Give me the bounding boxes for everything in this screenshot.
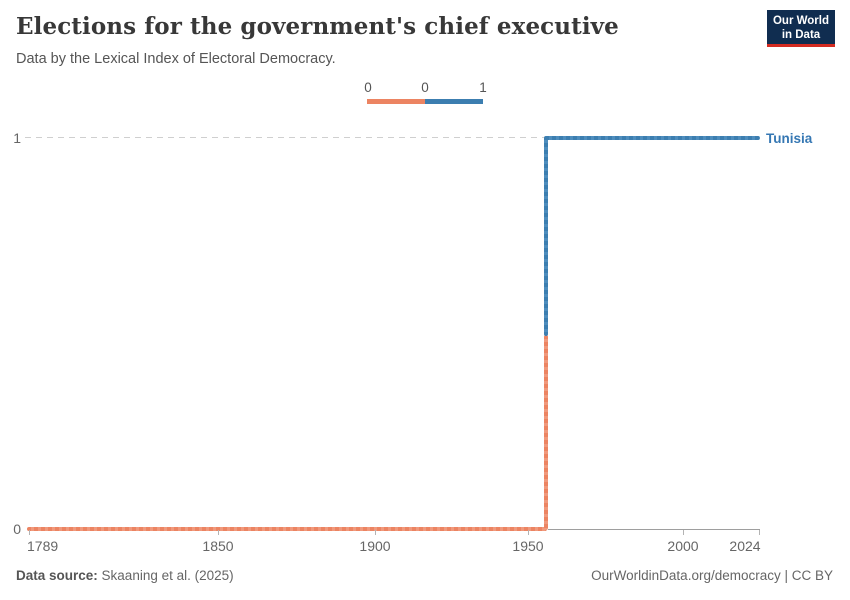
data-source-note: Data source: Skaaning et al. (2025) bbox=[16, 568, 234, 583]
x-axis-label-2000: 2000 bbox=[667, 538, 699, 554]
page-title: Elections for the government's chief exe… bbox=[16, 13, 619, 40]
series-line-tunisia-value0[interactable] bbox=[27, 527, 547, 531]
owid-logo[interactable]: Our World in Data bbox=[767, 10, 835, 47]
credit-link[interactable]: OurWorldinData.org/democracy | CC BY bbox=[591, 568, 833, 583]
legend-swatch-value-1[interactable] bbox=[425, 99, 483, 104]
x-axis-label-1850: 1850 bbox=[202, 538, 234, 554]
gridline-y1 bbox=[25, 137, 760, 138]
y-axis-label-1: 1 bbox=[13, 130, 21, 146]
x-tickmark-1789 bbox=[29, 530, 30, 535]
chart-subtitle: Data by the Lexical Index of Electoral D… bbox=[16, 51, 336, 67]
x-tickmark-2024 bbox=[759, 530, 760, 535]
legend-swatch-value-0[interactable] bbox=[367, 99, 425, 104]
legend-tick-0b: 0 bbox=[421, 80, 429, 95]
y-axis-label-0: 0 bbox=[13, 521, 21, 537]
x-tickmark-2000 bbox=[683, 530, 684, 535]
x-axis-label-1900: 1900 bbox=[359, 538, 391, 554]
data-source-label: Data source: bbox=[16, 568, 98, 583]
legend-tick-0a: 0 bbox=[364, 80, 372, 95]
series-line-tunisia-transition-lower[interactable] bbox=[544, 335, 548, 530]
owid-logo-line2: in Data bbox=[781, 29, 821, 42]
series-line-tunisia-transition-upper[interactable] bbox=[544, 136, 548, 336]
legend-tick-1: 1 bbox=[479, 80, 487, 95]
x-tickmark-1900 bbox=[375, 530, 376, 535]
x-axis-label-2024: 2024 bbox=[729, 538, 761, 554]
x-axis-line bbox=[548, 529, 760, 530]
series-label-tunisia[interactable]: Tunisia bbox=[766, 131, 813, 146]
owid-logo-line1: Our World bbox=[772, 15, 829, 27]
x-axis-label-1950: 1950 bbox=[512, 538, 544, 554]
x-tickmark-1850 bbox=[218, 530, 219, 535]
series-line-tunisia-value1[interactable] bbox=[545, 136, 760, 140]
data-source-value: Skaaning et al. (2025) bbox=[101, 568, 234, 583]
x-tickmark-1950 bbox=[528, 530, 529, 535]
x-axis-label-1789: 1789 bbox=[27, 538, 59, 554]
